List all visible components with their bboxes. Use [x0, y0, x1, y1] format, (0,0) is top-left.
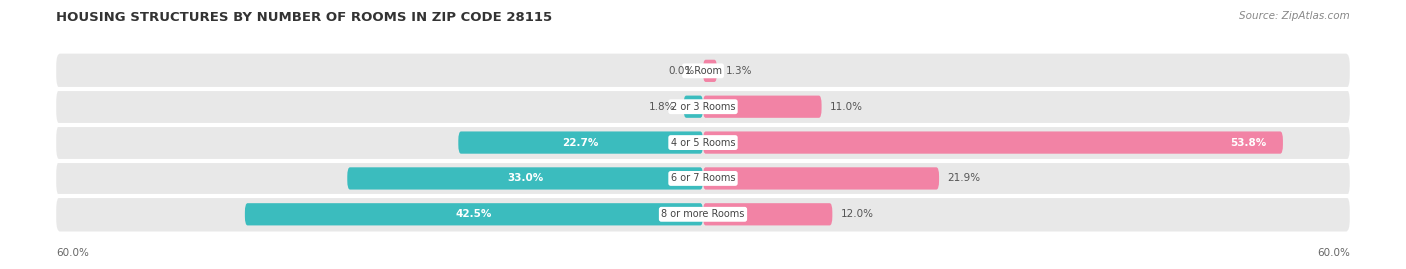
FancyBboxPatch shape: [683, 95, 703, 118]
FancyBboxPatch shape: [245, 203, 703, 225]
Text: 11.0%: 11.0%: [830, 102, 863, 112]
Text: 42.5%: 42.5%: [456, 209, 492, 219]
Text: 60.0%: 60.0%: [56, 248, 89, 258]
FancyBboxPatch shape: [458, 132, 703, 154]
Text: 1.8%: 1.8%: [648, 102, 675, 112]
FancyBboxPatch shape: [56, 90, 1350, 124]
FancyBboxPatch shape: [56, 197, 1350, 232]
FancyBboxPatch shape: [56, 125, 1350, 160]
FancyBboxPatch shape: [347, 167, 703, 190]
FancyBboxPatch shape: [56, 161, 1350, 196]
Text: 21.9%: 21.9%: [948, 174, 981, 183]
Text: 33.0%: 33.0%: [508, 174, 543, 183]
FancyBboxPatch shape: [703, 95, 821, 118]
Text: 1.3%: 1.3%: [725, 66, 752, 76]
FancyBboxPatch shape: [703, 167, 939, 190]
Text: 60.0%: 60.0%: [1317, 248, 1350, 258]
FancyBboxPatch shape: [703, 60, 717, 82]
Text: HOUSING STRUCTURES BY NUMBER OF ROOMS IN ZIP CODE 28115: HOUSING STRUCTURES BY NUMBER OF ROOMS IN…: [56, 11, 553, 24]
Text: 53.8%: 53.8%: [1230, 137, 1267, 148]
FancyBboxPatch shape: [56, 54, 1350, 88]
Text: 1 Room: 1 Room: [685, 66, 721, 76]
FancyBboxPatch shape: [703, 132, 1282, 154]
Text: 8 or more Rooms: 8 or more Rooms: [661, 209, 745, 219]
Text: 2 or 3 Rooms: 2 or 3 Rooms: [671, 102, 735, 112]
Text: 12.0%: 12.0%: [841, 209, 875, 219]
Text: 22.7%: 22.7%: [562, 137, 599, 148]
FancyBboxPatch shape: [703, 203, 832, 225]
Text: 4 or 5 Rooms: 4 or 5 Rooms: [671, 137, 735, 148]
Text: 0.0%: 0.0%: [668, 66, 695, 76]
Text: Source: ZipAtlas.com: Source: ZipAtlas.com: [1239, 11, 1350, 21]
Text: 6 or 7 Rooms: 6 or 7 Rooms: [671, 174, 735, 183]
